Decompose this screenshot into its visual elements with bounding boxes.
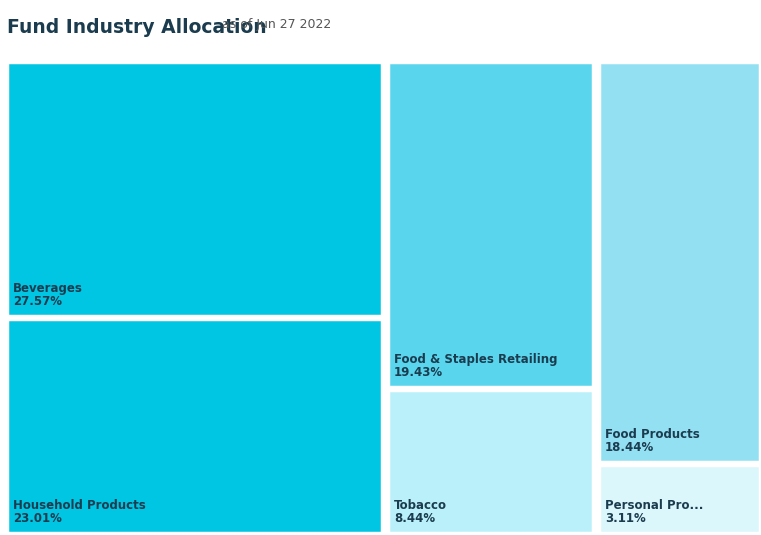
Text: 18.44%: 18.44% xyxy=(605,441,654,454)
Text: 19.43%: 19.43% xyxy=(394,366,443,379)
Bar xyxy=(388,390,593,533)
Text: Personal Pro...: Personal Pro... xyxy=(605,499,703,512)
Bar xyxy=(599,62,760,462)
Text: Food Products: Food Products xyxy=(605,428,700,441)
Text: Fund Industry Allocation: Fund Industry Allocation xyxy=(7,18,266,37)
Text: 8.44%: 8.44% xyxy=(394,512,435,525)
Text: 23.01%: 23.01% xyxy=(13,512,62,525)
Bar xyxy=(599,465,760,533)
Text: Food & Staples Retailing: Food & Staples Retailing xyxy=(394,353,558,366)
Bar xyxy=(7,319,382,533)
Text: 27.57%: 27.57% xyxy=(13,295,62,308)
Bar xyxy=(388,62,593,387)
Text: Tobacco: Tobacco xyxy=(394,499,447,512)
Text: Household Products: Household Products xyxy=(13,499,146,512)
Text: 3.11%: 3.11% xyxy=(605,512,646,525)
Text: Beverages: Beverages xyxy=(13,282,83,295)
Text: as of Jun 27 2022: as of Jun 27 2022 xyxy=(222,18,331,31)
Bar xyxy=(7,62,382,316)
